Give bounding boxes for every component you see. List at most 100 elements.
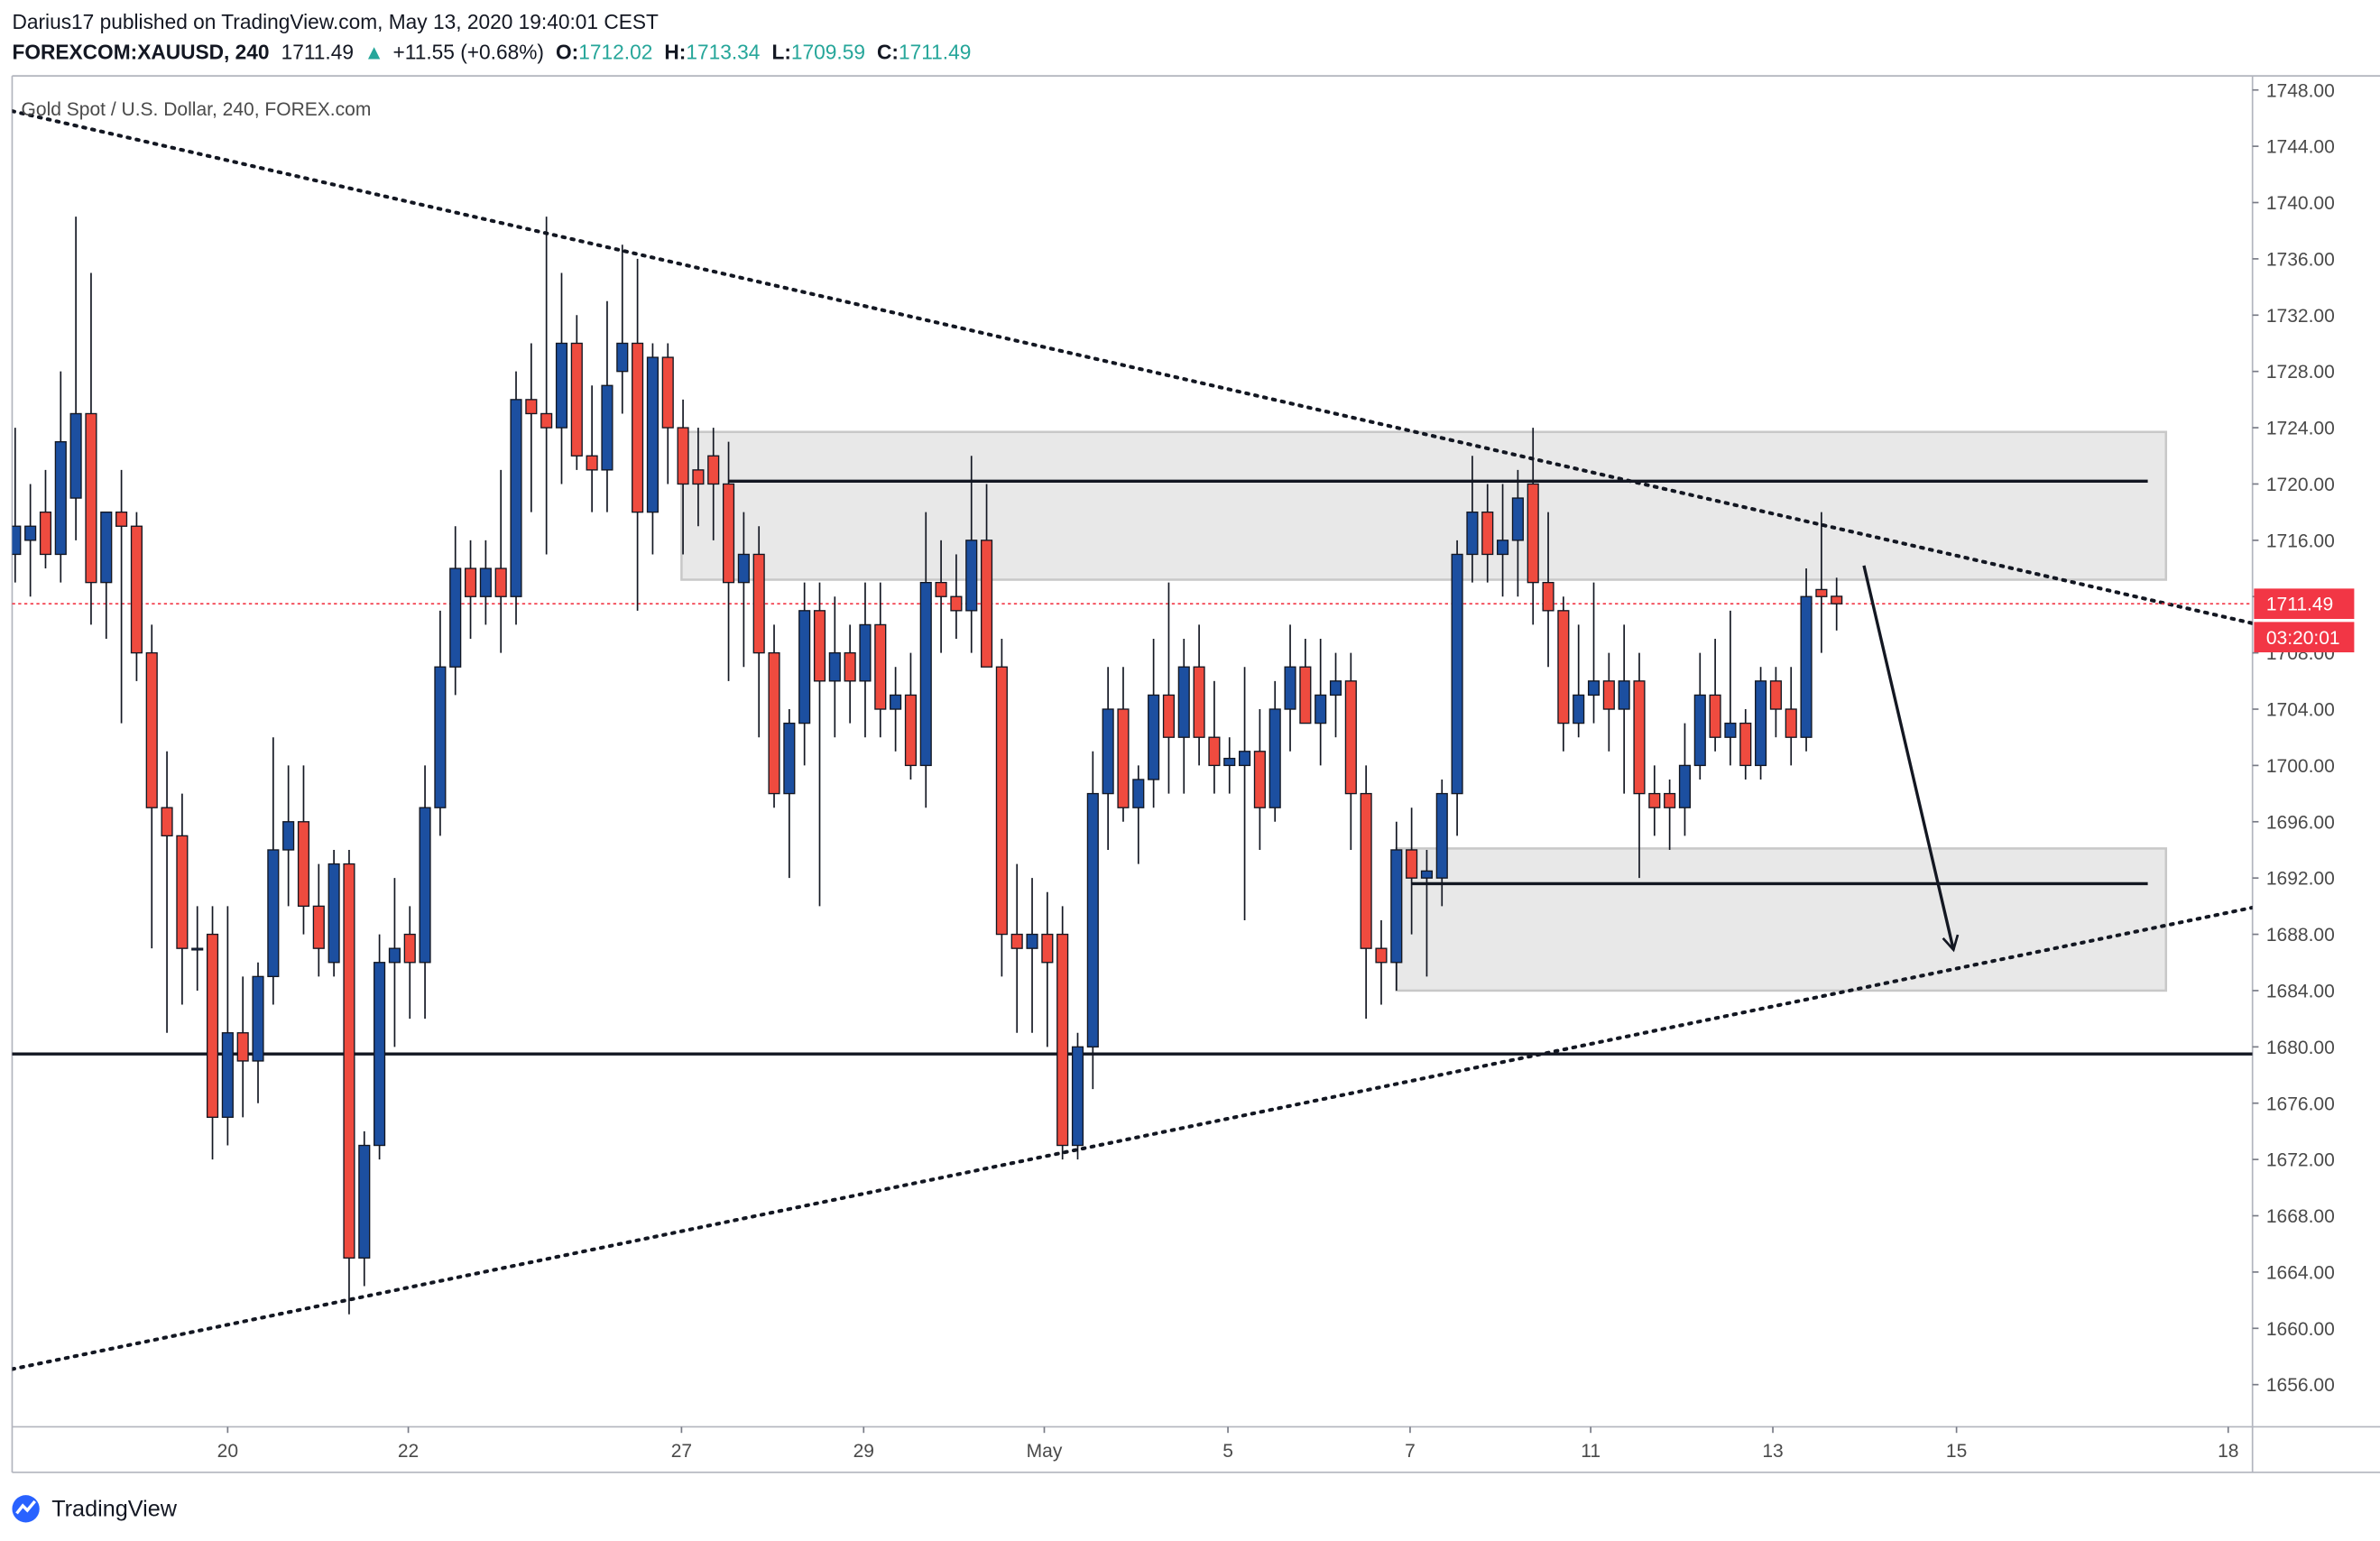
candle-body [343, 863, 355, 1259]
candle-body [1299, 666, 1312, 724]
candle-body [919, 581, 932, 767]
candle-body [555, 342, 568, 429]
change-arrow: ▲ [364, 41, 383, 64]
candle-body [692, 469, 705, 485]
price-tag-label: 1711.49 [2266, 595, 2333, 615]
candle-body [859, 623, 872, 682]
candle-body [236, 1032, 249, 1062]
ohlc-label: H: [664, 41, 686, 64]
candle-body [1026, 933, 1038, 949]
candle-body [1602, 680, 1615, 710]
x-tick-label: 22 [398, 1441, 419, 1462]
candle-body [1497, 540, 1509, 556]
y-tick-label: 1660.00 [2266, 1319, 2335, 1340]
candle-body [282, 821, 295, 851]
x-tick-label: 27 [671, 1441, 692, 1462]
candle-body [69, 412, 82, 499]
x-tick-label: 18 [2218, 1441, 2238, 1462]
candle-body [677, 427, 689, 485]
x-tick-label: 11 [1581, 1441, 1601, 1462]
y-tick-label: 1748.00 [2266, 80, 2335, 101]
candle-body [206, 933, 219, 1119]
candle-body [1542, 581, 1554, 612]
symbol-line: FOREXCOM:XAUUSD, 240 1711.49 ▲ +11.55 (+… [12, 41, 971, 64]
x-tick-label: 15 [1946, 1441, 1967, 1462]
chart-title: Gold Spot / U.S. Dollar, 240, FOREX.com [22, 99, 372, 120]
candle-body [39, 511, 52, 556]
y-tick-label: 1728.00 [2266, 362, 2335, 383]
y-tick-label: 1684.00 [2266, 982, 2335, 1002]
candle-body [24, 525, 37, 541]
x-tick-label: 20 [217, 1441, 238, 1462]
arrow [1862, 565, 1960, 953]
y-tick-label: 1688.00 [2266, 925, 2335, 946]
candle-body [1618, 680, 1630, 710]
candle-body [1815, 588, 1828, 597]
axes: 1656.00 1660.00 1664.00 1668.00 1672.00 1676.… [217, 80, 2355, 1462]
candle-body [1193, 666, 1205, 738]
candle-body [494, 567, 507, 597]
candle-body [1466, 511, 1479, 556]
candle-body [510, 399, 522, 597]
candle-body [130, 525, 143, 654]
y-tick-label: 1704.00 [2266, 700, 2335, 721]
candle-body [1086, 792, 1099, 1048]
candle-body [904, 694, 918, 767]
candle-body [1177, 666, 1190, 738]
ohlc-value: 1712.02 [578, 41, 652, 64]
candle-body [1769, 680, 1782, 710]
trendline [12, 905, 2253, 1371]
candle-body [449, 567, 462, 668]
candle-body [1071, 1046, 1084, 1147]
symbol: FOREXCOM:XAUUSD, 240 [12, 41, 269, 64]
candle-body [980, 540, 993, 668]
candle-body [374, 962, 386, 1147]
plot [12, 109, 2253, 1371]
candle-body [1239, 751, 1251, 767]
candle-body [844, 651, 856, 682]
candle-body [1329, 680, 1342, 697]
candle-body [1451, 553, 1463, 795]
candle-body [1724, 722, 1737, 738]
y-tick-label: 1720.00 [2266, 475, 2335, 495]
candle-body [616, 342, 629, 373]
candle-body [1573, 694, 1585, 724]
candle-body [1360, 792, 1372, 949]
ohlc-label: C: [877, 41, 899, 64]
candle-body [1268, 708, 1281, 808]
candle-body [1435, 792, 1448, 879]
candle-body [1223, 757, 1236, 767]
ohlc-value: 1709.59 [791, 41, 865, 64]
candle-body [1162, 694, 1176, 738]
candle-body [1755, 680, 1767, 767]
brand: TradingView [51, 1497, 178, 1522]
candle-body [1208, 736, 1221, 767]
candle-body [737, 553, 750, 584]
candle-body [586, 455, 598, 471]
candle-body [115, 511, 128, 527]
candle-body [1132, 779, 1145, 808]
candle-body [327, 863, 340, 964]
candle-body [1253, 751, 1266, 808]
candle-body [1800, 595, 1813, 738]
candle-body [995, 666, 1008, 936]
candle-body [1693, 694, 1706, 767]
candle-body [1481, 511, 1494, 556]
candle-body [358, 1144, 371, 1259]
trendline [12, 109, 2253, 625]
zone [680, 430, 2168, 581]
candle-body [1831, 595, 1843, 604]
candle-body [221, 1032, 234, 1119]
y-tick-label: 1676.00 [2266, 1093, 2335, 1114]
candle-body [570, 342, 583, 457]
y-tick-label: 1744.00 [2266, 137, 2335, 158]
footer: TradingView [12, 1495, 178, 1523]
candle-body [965, 540, 978, 612]
price-tag [2254, 588, 2355, 620]
candle-body [1041, 933, 1054, 964]
candle-body [1315, 694, 1327, 724]
candle-body [145, 651, 158, 808]
